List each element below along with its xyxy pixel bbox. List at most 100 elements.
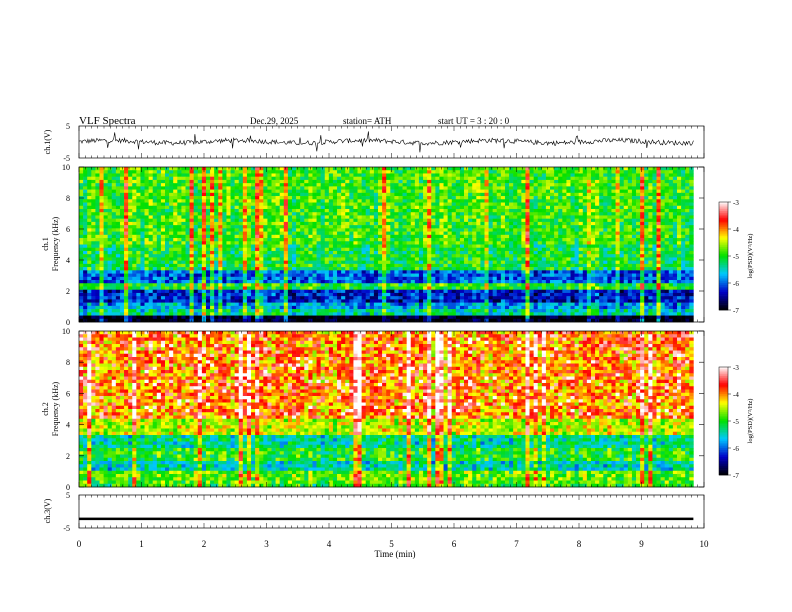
- spectrogram-cell: [267, 257, 272, 261]
- spectrogram-cell: [173, 234, 178, 239]
- spectrogram-cell: [119, 244, 125, 249]
- spectrogram-cell: [144, 196, 149, 200]
- spectrogram-cell: [115, 254, 121, 258]
- spectrogram-cell: [382, 254, 387, 258]
- spectrogram-cell: [402, 221, 407, 226]
- spectrogram-cell: [545, 218, 551, 223]
- spectrogram-cell: [201, 221, 207, 226]
- spectrogram-cell: [676, 196, 682, 200]
- spectrogram-cell: [177, 215, 182, 219]
- spectrogram-cell: [300, 267, 305, 271]
- spectrogram-cell: [423, 196, 428, 200]
- spectrogram-cell: [664, 179, 670, 184]
- spectrogram-cell: [554, 215, 559, 219]
- spectrogram-cell: [615, 179, 620, 184]
- spectrogram-cell: [316, 221, 321, 226]
- spectrogram-cell: [238, 254, 244, 258]
- spectrogram-cell: [472, 189, 477, 194]
- spectrogram-cell: [517, 270, 522, 274]
- spectrogram-cell: [394, 192, 399, 197]
- spectrogram-cell: [205, 273, 211, 278]
- spectrogram-cell: [99, 205, 104, 210]
- spectrogram-cell: [590, 192, 596, 197]
- spectrogram-cell: [107, 260, 113, 265]
- spectrogram-cell: [296, 196, 301, 200]
- spectrogram-cell: [570, 196, 575, 200]
- spectrogram-cell: [529, 212, 534, 216]
- spectrogram-cell: [689, 257, 694, 261]
- spectrogram-cell: [140, 225, 145, 229]
- spectrogram-cell: [435, 199, 440, 203]
- spectrogram-cell: [119, 199, 125, 203]
- spectrogram-cell: [341, 192, 346, 197]
- spectrogram-cell: [525, 176, 530, 181]
- spectrogram-cell: [287, 244, 293, 249]
- spectrogram-cell: [271, 234, 276, 239]
- spectrogram-cell: [447, 234, 453, 239]
- spectrogram-cell: [140, 208, 145, 213]
- spectrogram-cell: [271, 221, 276, 226]
- spectrogram-cell: [99, 176, 104, 181]
- spectrogram-cell: [369, 189, 375, 194]
- spectrogram-cell: [267, 196, 272, 200]
- spectrogram-cell: [500, 228, 506, 232]
- spectrogram-cell: [435, 183, 440, 187]
- spectrogram-cell: [484, 215, 489, 219]
- spectrogram-cell: [296, 260, 301, 265]
- spectrogram-cell: [119, 202, 125, 207]
- spectrogram-cell: [107, 208, 113, 213]
- spectrogram-cell: [283, 244, 289, 249]
- spectrogram-cell: [332, 225, 338, 229]
- spectrogram-cell: [312, 257, 317, 261]
- spectrogram-cell: [205, 247, 211, 252]
- spectrogram-cell: [578, 267, 584, 271]
- spectrogram-cell: [173, 228, 178, 232]
- spectrogram-cell: [279, 202, 285, 207]
- spectrogram-cell: [488, 186, 493, 190]
- spectrogram-cell: [451, 179, 457, 184]
- spectrogram-cell: [447, 215, 453, 219]
- spectrogram-cell: [586, 186, 592, 190]
- spectrogram-cell: [427, 231, 432, 236]
- spectrogram-cell: [169, 267, 174, 271]
- spectrogram-cell: [300, 202, 305, 207]
- spectrogram-cell: [509, 202, 514, 207]
- spectrogram-cell: [300, 215, 305, 219]
- spectrogram-cell: [390, 238, 395, 242]
- spectrogram-cell: [578, 212, 584, 216]
- spectrogram-cell: [218, 247, 223, 252]
- spectrogram-cell: [205, 179, 211, 184]
- spectrogram-cell: [287, 179, 293, 184]
- start-time-label: start UT = 3 : 20 : 0: [438, 116, 510, 126]
- spectrogram-cell: [210, 250, 215, 255]
- spectrogram-cell: [509, 186, 514, 190]
- spectrogram-cell: [590, 263, 596, 268]
- spectrogram-cell: [181, 234, 186, 239]
- spectrogram-cell: [83, 257, 88, 261]
- spectrogram-cell: [128, 199, 133, 203]
- spectrogram-cell: [357, 179, 362, 184]
- spectrogram-cell: [160, 257, 166, 261]
- spectrogram-cell: [423, 247, 428, 252]
- spectrogram-cell: [218, 215, 223, 219]
- spectrogram-cell: [189, 170, 194, 174]
- spectrogram-cell: [275, 260, 280, 265]
- spectrogram-cell: [558, 215, 563, 219]
- spectrogram-cell: [156, 244, 162, 249]
- spectrogram-cell: [95, 260, 100, 265]
- spectrogram-cell: [402, 231, 407, 236]
- spectrogram-cell: [144, 202, 149, 207]
- spectrogram-cell: [353, 244, 358, 249]
- spectrogram-cell: [222, 228, 227, 232]
- spectrogram-cell: [529, 202, 534, 207]
- spectrogram-cell: [480, 199, 485, 203]
- spectrogram-cell: [267, 176, 272, 181]
- spectrogram-cell: [320, 263, 326, 268]
- spectrogram-cell: [611, 231, 616, 236]
- spectrogram-cell: [431, 260, 436, 265]
- spectrogram-cell: [640, 189, 645, 194]
- spectrogram-cell: [128, 260, 133, 265]
- spectrogram-cell: [136, 167, 141, 171]
- spectrogram-cell: [439, 183, 444, 187]
- spectrogram-cell: [574, 192, 579, 197]
